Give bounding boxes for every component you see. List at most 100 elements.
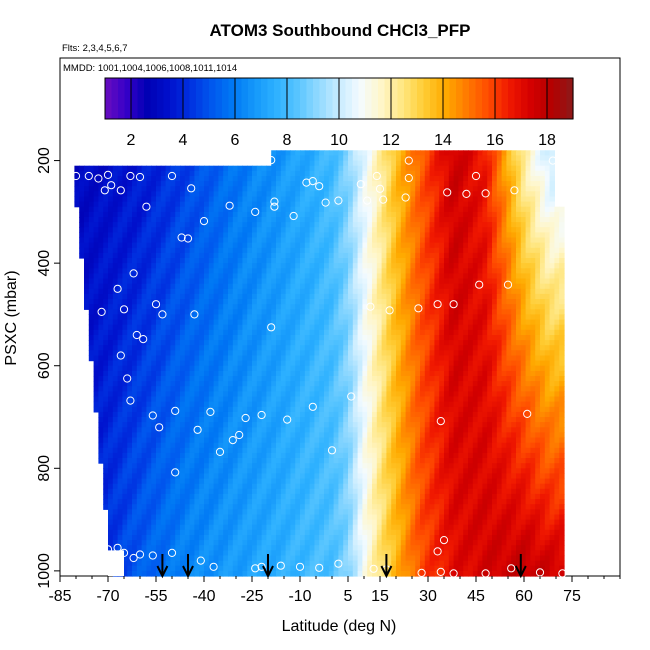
heat-cell <box>98 293 104 300</box>
heat-cell <box>108 201 114 208</box>
heat-cell <box>496 165 503 172</box>
heat-cell <box>516 247 522 254</box>
heat-cell <box>434 268 440 274</box>
heat-cell <box>300 237 306 244</box>
heat-cell <box>266 191 272 197</box>
heat-cell <box>108 360 114 367</box>
heat-cell <box>103 329 109 336</box>
heat-cell <box>367 273 373 280</box>
heat-cell <box>271 299 277 305</box>
heat-cell <box>559 376 565 382</box>
heat-cell <box>367 329 373 336</box>
heat-cell <box>204 222 210 228</box>
heat-cell <box>261 391 267 398</box>
heat-cell <box>314 365 320 372</box>
heat-cell <box>208 227 215 233</box>
heat-cell <box>544 186 551 192</box>
heat-cell <box>367 176 373 182</box>
heat-cell <box>213 304 219 310</box>
heat-cell <box>448 242 455 249</box>
heat-cell <box>463 263 469 269</box>
heat-cell <box>151 365 157 372</box>
heat-cell <box>381 155 387 162</box>
heat-cell <box>468 319 474 326</box>
heat-cell <box>487 360 493 367</box>
heat-cell <box>146 191 152 197</box>
heat-cell <box>242 335 248 341</box>
heat-cell <box>468 381 474 387</box>
heat-cell <box>160 340 167 346</box>
heat-cell <box>400 155 407 162</box>
heat-cell <box>463 170 469 177</box>
heat-cell <box>208 252 215 259</box>
heat-cell <box>280 324 287 331</box>
heat-cell <box>530 196 536 203</box>
heat-cell <box>525 324 531 331</box>
heat-cell <box>391 150 397 156</box>
heat-cell <box>175 217 181 223</box>
heat-cell <box>151 391 157 398</box>
heat-cell <box>453 386 459 392</box>
heat-cell <box>420 252 426 259</box>
heat-cell <box>458 386 464 392</box>
heat-cell <box>300 268 306 274</box>
heat-cell <box>554 278 560 285</box>
heat-cell <box>511 350 517 356</box>
heat-cell <box>276 288 282 295</box>
heat-cell <box>381 345 387 351</box>
heat-cell <box>520 258 527 264</box>
heat-cell <box>386 340 392 346</box>
heat-cell <box>199 340 205 346</box>
heat-cell <box>530 283 536 290</box>
heat-cell <box>381 396 387 403</box>
heat-cell <box>122 324 128 331</box>
heat-cell <box>122 335 128 341</box>
heat-cell <box>372 237 378 244</box>
heat-cell <box>285 278 291 285</box>
heat-cell <box>448 365 455 372</box>
heat-cell <box>208 232 215 239</box>
heat-cell <box>108 211 114 218</box>
heat-cell <box>333 191 339 197</box>
heat-cell <box>424 176 431 182</box>
heat-cell <box>194 360 200 367</box>
heat-cell <box>194 186 200 192</box>
heat-cell <box>151 268 157 274</box>
heat-cell <box>424 227 431 233</box>
heat-cell <box>237 278 243 285</box>
heat-cell <box>381 381 387 387</box>
heat-cell <box>434 242 440 249</box>
heat-cell <box>444 376 450 382</box>
heat-cell <box>132 211 138 218</box>
heat-cell <box>180 365 186 372</box>
heat-cell <box>501 242 507 249</box>
heat-cell <box>410 191 416 197</box>
heat-cell <box>444 206 450 213</box>
heat-cell <box>424 288 431 295</box>
heat-cell <box>295 406 301 413</box>
heat-cell <box>439 406 445 413</box>
heat-cell <box>391 396 397 403</box>
heat-cell <box>213 247 219 254</box>
heat-cell <box>93 247 99 254</box>
heat-cell <box>405 247 411 254</box>
heat-cell <box>117 329 123 336</box>
heat-cell <box>261 376 267 382</box>
heat-cell <box>496 217 503 223</box>
heat-cell <box>381 355 387 362</box>
heat-cell <box>208 386 215 392</box>
heat-cell <box>333 252 339 259</box>
heat-cell <box>396 222 402 228</box>
heat-cell <box>184 401 191 408</box>
heat-cell <box>309 186 315 192</box>
heat-cell <box>261 370 267 377</box>
heat-cell <box>204 314 210 321</box>
heat-cell <box>472 170 479 177</box>
heat-cell <box>472 370 479 377</box>
heat-cell <box>544 217 551 223</box>
heat-cell <box>117 201 123 208</box>
heat-cell <box>468 350 474 356</box>
heat-cell <box>530 401 536 408</box>
heat-cell <box>93 206 99 213</box>
heatmap-layer <box>74 150 565 577</box>
